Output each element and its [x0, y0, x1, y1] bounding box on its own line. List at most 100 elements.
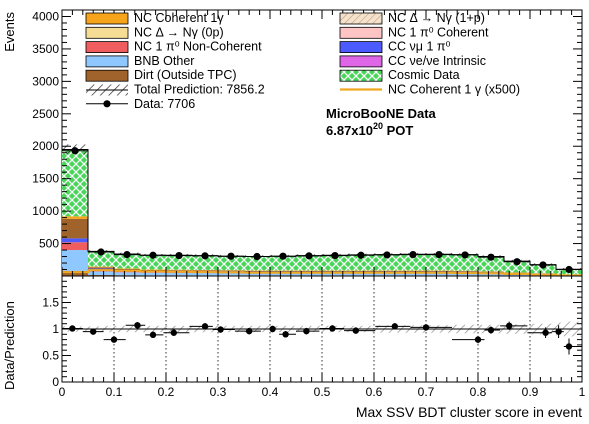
experiment-label: MicroBooNE Data — [326, 106, 437, 121]
stack-bar-cosmic-15 — [452, 254, 478, 271]
data-point-7 — [253, 252, 261, 261]
data-point-0 — [71, 147, 79, 155]
top-plot-frame — [61, 9, 583, 277]
stack-bar-cosmic-10 — [322, 255, 348, 271]
ratio-point-9 — [269, 325, 276, 333]
legend-left-label-2: NC 1 π⁰ Non-Coherent — [134, 40, 262, 54]
stack-bar-nc_1pi0_noncoh-0 — [62, 242, 88, 251]
stack-bar-dirt-4 — [166, 270, 192, 271]
legend-swatch-nc_delta_0p — [85, 26, 129, 39]
stack-bar-nc_coherent_1g-1 — [88, 266, 114, 268]
top-y-tick-label: 500 — [39, 237, 59, 251]
stack-bar-cosmic-6 — [218, 256, 244, 271]
stack-bar-dirt-14 — [426, 270, 452, 272]
stack-bar-bnb_other-5 — [192, 273, 218, 276]
stack-bar-bnb_other-13 — [400, 273, 426, 276]
stack-bar-dirt-7 — [244, 270, 270, 272]
stack-bar-dirt-5 — [192, 270, 218, 272]
bottom-y-axis: 0 0.5 1 1.5 — [42, 275, 582, 389]
bottom-y-axis-label: Data/Prediction — [2, 301, 17, 390]
legend-right-label-0: NC Δ → Nγ (1+p) — [388, 11, 485, 25]
bottom-x-tick-label: 0.7 — [418, 385, 435, 399]
stack-bar-dirt-2 — [114, 268, 140, 270]
ratio-point-20 — [555, 328, 562, 335]
top-y-tick-label: 2000 — [32, 139, 59, 153]
stack-bar-cosmic-16 — [478, 256, 504, 272]
legend-left-label-1: NC Δ → Nγ (0p) — [134, 25, 224, 39]
ratio-point-12 — [329, 325, 336, 332]
stack-bar-bnb_other-3 — [140, 272, 166, 276]
legend-swatch-bnb_other — [85, 55, 129, 68]
stack-bar-bnb_other-15 — [452, 273, 478, 276]
stack-bar-dirt-13 — [400, 270, 426, 272]
bottom-y-tick-label: 1 — [52, 322, 59, 336]
legend-swatch-cosmic — [339, 69, 383, 82]
legend-right-label-1: NC 1 π⁰ Coherent — [388, 25, 489, 39]
top-y-tick-label: 3000 — [32, 74, 59, 88]
bottom-x-tick-label: 0.2 — [158, 385, 175, 399]
stack-bar-dirt-17 — [504, 272, 530, 274]
stack-bar-dirt-3 — [140, 269, 166, 271]
ratio-point-10 — [282, 331, 289, 338]
ratio-point-15 — [422, 324, 430, 331]
data-point-16 — [487, 253, 495, 261]
stack-bar-cosmic-9 — [296, 255, 322, 271]
stack-bar-dirt-6 — [218, 270, 244, 272]
bottom-x-tick-label: 0.6 — [366, 385, 383, 399]
top-y-tick-label: 4000 — [32, 9, 59, 23]
stack-bar-cosmic-11 — [348, 254, 374, 271]
legend-swatch-nc_1pi0_coh — [339, 26, 383, 39]
stack-bar-cosmic-2 — [114, 253, 140, 269]
bottom-x-tick-label: 0.5 — [314, 385, 331, 399]
stack-bar-cosmic-1 — [88, 251, 114, 267]
ratio-point-18 — [506, 322, 513, 330]
top-panel: 500 1000 1500 2000 2500 3000 3500 4000 Events N… — [2, 9, 583, 277]
legend-right-label-3: CC νe/νe Intrinsic — [388, 54, 486, 68]
ratio-point-1 — [90, 328, 97, 335]
stack-bar-nc_coherent_1g-2 — [114, 268, 140, 269]
legend-right-label-2: CC νμ 1 π⁰ — [388, 40, 451, 54]
legend-swatch-data-marker — [103, 100, 111, 108]
ratio-point-6 — [201, 323, 209, 330]
ratio-point-4 — [149, 331, 157, 339]
stack-bar-dirt-1 — [88, 267, 114, 269]
ratio-point-7 — [217, 326, 224, 333]
bottom-x-tick-label: 1 — [579, 385, 586, 399]
stack-bar-dirt-8 — [270, 270, 296, 272]
pot-suffix: POT — [383, 123, 413, 138]
ratio-point-2 — [110, 336, 118, 343]
data-point-3 — [149, 251, 157, 259]
pot-mantissa: 6.87x10 — [326, 123, 373, 138]
stack-bar-dirt-0 — [62, 270, 88, 276]
stack-bar-bnb_other-2 — [114, 272, 140, 276]
ratio-point-3 — [134, 322, 141, 329]
stack-bar-dirt-11 — [348, 270, 374, 272]
bottom-panel: 0 0.5 1 1.5 0 0.1 0.2 0.3 0.4 0.5 0.6 0.7 0.8 0.9 1 D… — [2, 275, 586, 420]
top-y-tick-label: 3500 — [32, 42, 59, 56]
ratio-point-17 — [487, 326, 495, 334]
top-y-axis-label: Events — [2, 12, 17, 52]
stack-bar-dirt-9 — [296, 270, 322, 272]
legend-swatch-nc_coherent_1g — [85, 12, 129, 25]
bottom-y-tick-label: 1.5 — [42, 296, 59, 310]
legend-right-label-5: NC Coherent 1 γ (x500) — [388, 83, 520, 97]
top-y-axis: 500 1000 1500 2000 2500 3000 3500 4000 — [32, 9, 583, 277]
ratio-point-14 — [391, 323, 398, 330]
bottom-x-tick-label: 0 — [59, 385, 66, 399]
stack-bar-cc_numu_1pi0-0 — [62, 238, 88, 243]
data-point-17 — [513, 258, 521, 266]
legend-left-label-3: BNB Other — [134, 54, 194, 68]
stack-bar-cosmic-14 — [426, 254, 452, 271]
signal-x500-path — [62, 269, 582, 277]
stack-bar-nc_coherent_1g-0 — [62, 216, 88, 219]
stack-bar-cosmic-8 — [270, 256, 296, 271]
legend-left-label-4: Dirt (Outside TPC) — [134, 68, 237, 82]
data-point-5 — [201, 252, 209, 260]
bottom-x-axis: 0 0.1 0.2 0.3 0.4 0.5 0.6 0.7 0.8 0.9 1 — [59, 276, 586, 399]
stack-bar-bnb_other-1 — [88, 271, 114, 276]
stack-bar-bnb_other-12 — [374, 273, 400, 276]
stack-bar-dirt-10 — [322, 270, 348, 272]
